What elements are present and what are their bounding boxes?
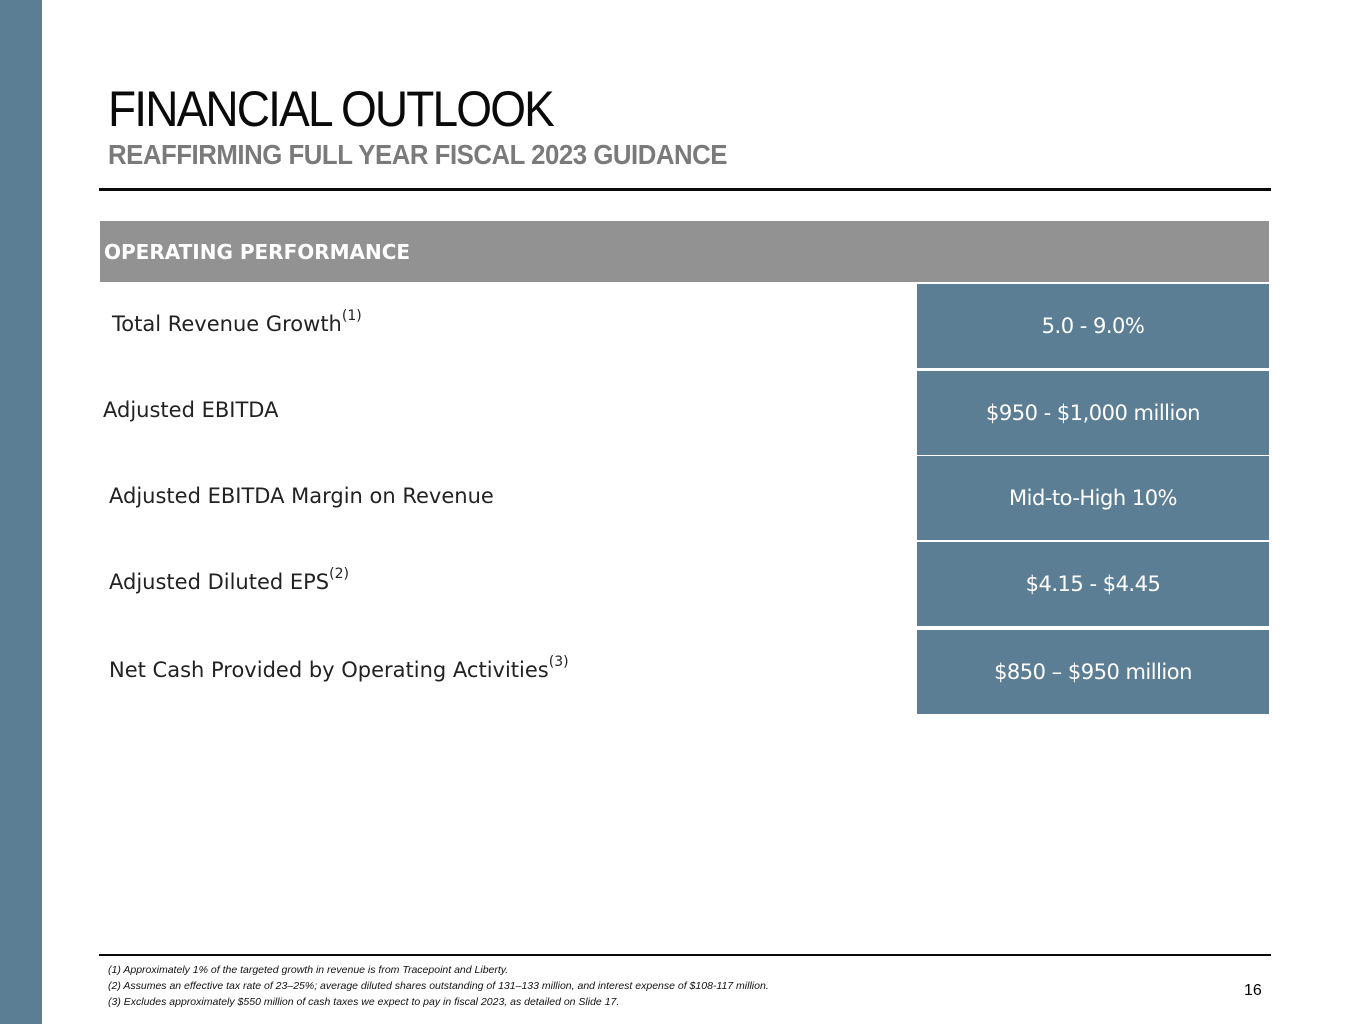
footnote-3: (3) Excludes approximately $550 million … <box>108 996 620 1008</box>
side-accent-bar <box>0 0 42 1024</box>
footnote-ref: (3) <box>548 654 569 670</box>
row-label-adjusted-ebitda-margin: Adjusted EBITDA Margin on Revenue <box>109 484 494 508</box>
slide-title: FINANCIAL OUTLOOK <box>108 81 555 137</box>
page-number: 16 <box>1244 982 1262 999</box>
table-header-label: OPERATING PERFORMANCE <box>104 239 411 264</box>
row-label-adjusted-diluted-eps: Adjusted Diluted EPS(2) <box>109 566 349 594</box>
row-label-total-revenue-growth: Total Revenue Growth(1) <box>112 308 362 336</box>
row-value-adjusted-ebitda-margin: Mid-to-High 10% <box>917 456 1269 540</box>
footnote-ref: (1) <box>341 308 362 324</box>
footer-divider <box>99 954 1271 956</box>
footnote-ref: (2) <box>329 566 349 582</box>
footnote-2: (2) Assumes an effective tax rate of 23–… <box>108 980 769 992</box>
row-value-adjusted-diluted-eps: $4.15 - $4.45 <box>917 542 1269 626</box>
footnotes: (1) Approximately 1% of the targeted gro… <box>108 962 769 1010</box>
slide-subtitle: REAFFIRMING FULL YEAR FISCAL 2023 GUIDAN… <box>108 139 728 170</box>
footnote-1: (1) Approximately 1% of the targeted gro… <box>108 964 509 976</box>
title-divider <box>99 188 1271 191</box>
row-value-adjusted-ebitda: $950 - $1,000 million <box>917 371 1269 455</box>
row-label-net-cash-operating: Net Cash Provided by Operating Activitie… <box>109 654 569 682</box>
row-value-total-revenue-growth: 5.0 - 9.0% <box>917 284 1269 368</box>
row-label-adjusted-ebitda: Adjusted EBITDA <box>103 398 279 422</box>
table-header: OPERATING PERFORMANCE <box>100 221 1269 282</box>
row-value-net-cash-operating: $850 – $950 million <box>917 630 1269 714</box>
